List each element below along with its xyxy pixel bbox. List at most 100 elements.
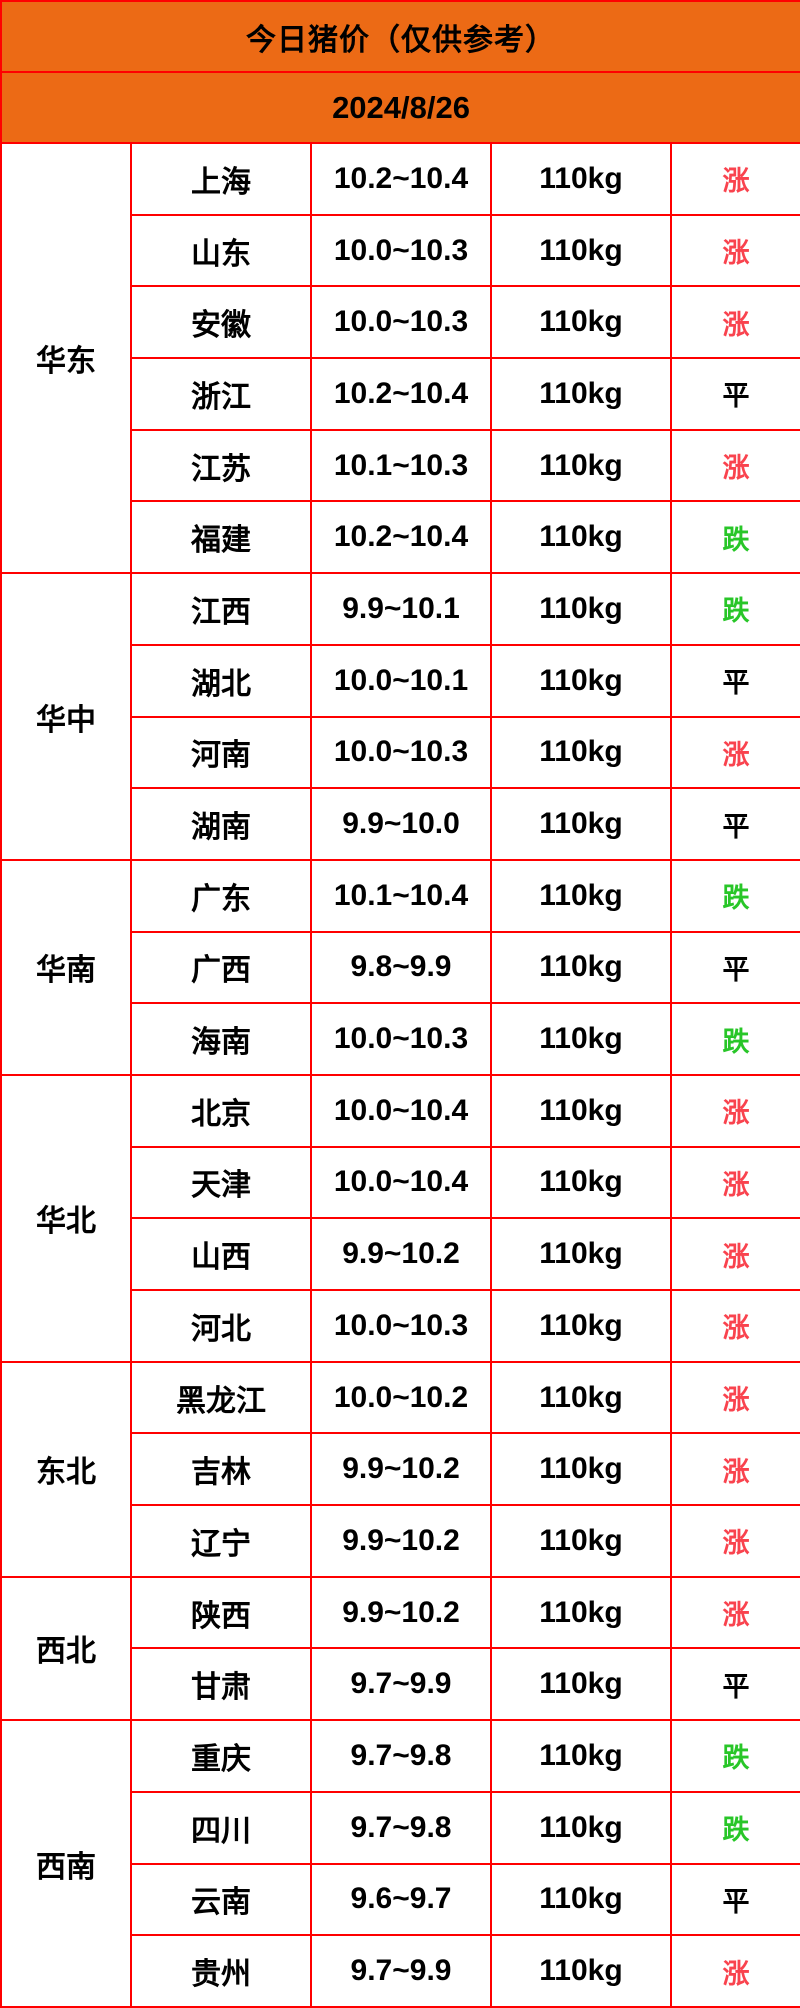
trend-cell: 涨 (669, 1575, 800, 1650)
province-cell: 四川 (130, 1790, 312, 1865)
province-cell: 河南 (130, 715, 312, 790)
price-range-cell: 9.9~10.2 (310, 1217, 492, 1291)
trend-cell: 涨 (669, 1145, 800, 1220)
trend-cell: 跌 (669, 1002, 800, 1076)
weight-cell: 110kg (490, 643, 672, 718)
trend-cell: 跌 (669, 572, 800, 646)
table-row: 华北 北京 10.0~10.4 110kg 涨 (0, 1073, 800, 1363)
region-cell: 华北 (0, 1073, 132, 1363)
trend-cell: 平 (669, 643, 800, 718)
region-cell: 东北 (0, 1360, 132, 1578)
province-cell: 黑龙江 (130, 1360, 312, 1435)
date-label: 2024/8/26 (0, 71, 800, 144)
weight-cell: 110kg (490, 1647, 672, 1722)
weight-cell: 110kg (490, 213, 672, 288)
province-cell: 山东 (130, 213, 312, 288)
price-range-cell: 10.0~10.3 (310, 285, 492, 360)
weight-cell: 110kg (490, 1145, 672, 1220)
trend-cell: 平 (669, 1647, 800, 1722)
trend-cell: 平 (669, 787, 800, 861)
province-cell: 河北 (130, 1289, 312, 1363)
trend-cell: 涨 (669, 1073, 800, 1148)
region-cell: 华南 (0, 858, 132, 1076)
weight-cell: 110kg (490, 1790, 672, 1865)
province-cell: 重庆 (130, 1719, 312, 1793)
weight-cell: 110kg (490, 1719, 672, 1793)
price-range-cell: 10.0~10.4 (310, 1145, 492, 1220)
page-title: 今日猪价（仅供参考） (0, 0, 800, 73)
price-range-cell: 10.0~10.3 (310, 715, 492, 790)
table-row: 西北 陕西 9.9~10.2 110kg 涨 (0, 1575, 800, 1722)
price-range-cell: 9.7~9.9 (310, 1934, 492, 2008)
trend-cell: 涨 (669, 1432, 800, 1507)
province-cell: 江西 (130, 572, 312, 646)
table-row: 四川 9.7~9.8 110kg 跌 (1, 1790, 800, 1865)
weight-cell: 110kg (490, 1073, 672, 1148)
weight-cell: 110kg (490, 1862, 672, 1937)
price-range-cell: 9.7~9.8 (310, 1790, 492, 1865)
trend-cell: 平 (669, 1862, 800, 1937)
province-cell: 天津 (130, 1145, 312, 1220)
weight-cell: 110kg (490, 572, 672, 646)
price-range-cell: 9.6~9.7 (310, 1862, 492, 1937)
weight-cell: 110kg (490, 500, 672, 575)
province-cell: 广西 (130, 930, 312, 1005)
weight-cell: 110kg (490, 428, 672, 503)
price-range-cell: 10.0~10.3 (310, 1289, 492, 1363)
price-range-cell: 9.9~10.2 (310, 1432, 492, 1507)
table-row: 甘肃 9.7~9.9 110kg 平 (1, 1647, 800, 1722)
province-cell: 福建 (130, 500, 312, 575)
province-cell: 湖南 (130, 787, 312, 861)
table-row: 云南 9.6~9.7 110kg 平 (1, 1862, 800, 1937)
table-row: 湖南 9.9~10.0 110kg 平 (1, 787, 800, 861)
weight-cell: 110kg (490, 1289, 672, 1363)
province-cell: 云南 (130, 1862, 312, 1937)
trend-cell: 涨 (669, 715, 800, 790)
trend-cell: 涨 (669, 1934, 800, 2008)
trend-cell: 跌 (669, 858, 800, 933)
province-cell: 上海 (130, 142, 312, 216)
price-range-cell: 9.9~10.0 (310, 787, 492, 861)
table-row: 华中 江西 9.9~10.1 110kg 跌 (0, 572, 800, 861)
weight-cell: 110kg (490, 787, 672, 861)
table-row: 山东 10.0~10.3 110kg 涨 (1, 213, 800, 288)
weight-cell: 110kg (490, 1432, 672, 1507)
date-row: 2024/8/26 (0, 71, 800, 144)
price-range-cell: 10.2~10.4 (310, 142, 492, 216)
table-row: 河南 10.0~10.3 110kg 涨 (1, 715, 800, 790)
price-range-cell: 10.2~10.4 (310, 500, 492, 575)
weight-cell: 110kg (490, 285, 672, 360)
table-row: 福建 10.2~10.4 110kg 跌 (1, 500, 800, 575)
weight-cell: 110kg (490, 1934, 672, 2008)
price-range-cell: 9.9~10.2 (310, 1575, 492, 1650)
price-range-cell: 10.0~10.4 (310, 1073, 492, 1148)
trend-cell: 平 (669, 357, 800, 431)
province-cell: 北京 (130, 1073, 312, 1148)
trend-cell: 跌 (669, 1719, 800, 1793)
price-range-cell: 10.0~10.3 (310, 213, 492, 288)
table-row: 贵州 9.7~9.9 110kg 涨 (1, 1934, 800, 2008)
table-row: 华南 广东 10.1~10.4 110kg 跌 (0, 858, 800, 1076)
province-cell: 陕西 (130, 1575, 312, 1650)
table-row: 安徽 10.0~10.3 110kg 涨 (1, 285, 800, 360)
table-row: 湖北 10.0~10.1 110kg 平 (1, 643, 800, 718)
price-range-cell: 9.7~9.9 (310, 1647, 492, 1722)
table-row: 海南 10.0~10.3 110kg 跌 (1, 1002, 800, 1076)
province-cell: 辽宁 (130, 1504, 312, 1578)
weight-cell: 110kg (490, 1575, 672, 1650)
table-row: 山西 9.9~10.2 110kg 涨 (1, 1217, 800, 1291)
price-range-cell: 10.1~10.3 (310, 428, 492, 503)
weight-cell: 110kg (490, 1360, 672, 1435)
trend-cell: 涨 (669, 1289, 800, 1363)
trend-cell: 跌 (669, 1790, 800, 1865)
weight-cell: 110kg (490, 858, 672, 933)
price-range-cell: 9.8~9.9 (310, 930, 492, 1005)
weight-cell: 110kg (490, 715, 672, 790)
province-cell: 甘肃 (130, 1647, 312, 1722)
province-cell: 海南 (130, 1002, 312, 1076)
price-range-cell: 10.0~10.2 (310, 1360, 492, 1435)
table-row: 吉林 9.9~10.2 110kg 涨 (1, 1432, 800, 1507)
table-row: 河北 10.0~10.3 110kg 涨 (1, 1289, 800, 1363)
